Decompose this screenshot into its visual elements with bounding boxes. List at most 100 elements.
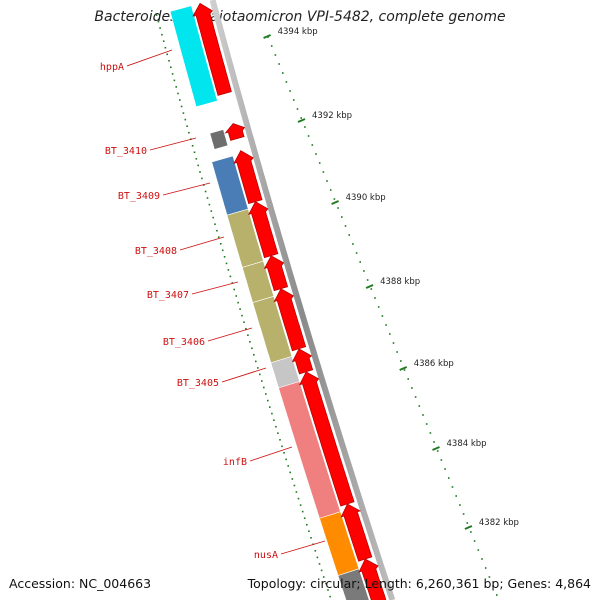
track-dot (311, 144, 314, 146)
track-dot (184, 118, 187, 121)
track-dot (407, 378, 409, 380)
track-dot (304, 126, 306, 128)
track-dot (263, 386, 265, 389)
track-dot (180, 105, 183, 108)
track-dot (270, 45, 273, 47)
track-dot (267, 399, 269, 402)
track-dot (206, 197, 209, 199)
track-dot (155, 14, 158, 16)
track-dot (414, 396, 417, 398)
track-dot (171, 73, 174, 75)
kbp-tick-mark (263, 34, 271, 39)
track-dot (348, 234, 350, 236)
track-dot (436, 450, 439, 452)
track-dot (186, 125, 188, 127)
label-leader-line (149, 137, 197, 151)
track-dot (201, 177, 203, 180)
track-dot (283, 452, 285, 454)
track-dot (470, 531, 472, 533)
track-dot (161, 33, 163, 36)
track-dot (229, 275, 232, 278)
label-leader-line (280, 540, 326, 555)
outer-dot-track (267, 36, 498, 596)
track-dot (191, 145, 194, 147)
track-dot (231, 282, 234, 284)
track-dot (297, 497, 300, 500)
track-dot (221, 249, 224, 252)
track-dot (225, 262, 228, 265)
track-dot (259, 373, 261, 376)
track-dot (287, 465, 289, 467)
strand-arrows (192, 2, 387, 600)
track-dot (322, 171, 325, 173)
track-dot (179, 99, 181, 101)
gene-label-hppa: hppA (100, 62, 124, 73)
track-dot (433, 441, 435, 443)
kbp-tick-mark (297, 118, 306, 123)
gene-feature-bt-3410 (209, 129, 229, 150)
kbp-tick-mark (432, 446, 440, 451)
track-dot (245, 327, 247, 330)
kbp-tick-mark (365, 284, 374, 289)
label-leader-line (126, 49, 173, 67)
track-dot (193, 151, 196, 154)
track-dot (451, 486, 454, 488)
track-dot (327, 589, 329, 591)
track-dot (481, 558, 483, 560)
track-dot (218, 236, 220, 238)
track-dot (157, 20, 160, 23)
track-dot (251, 347, 253, 350)
strand-arrow (248, 201, 279, 259)
kbp-tick-label: 4394 kbp (278, 27, 318, 37)
track-dot (277, 432, 279, 434)
track-dot (296, 108, 299, 110)
gene-features (169, 5, 370, 600)
gene-label-nusa: nusA (254, 550, 278, 561)
track-dot (285, 81, 288, 83)
track-dot (197, 164, 199, 167)
track-dot (188, 131, 190, 134)
kbp-tick-mark (464, 525, 473, 530)
track-dot (261, 380, 263, 382)
track-dot (459, 504, 461, 506)
kbp-tick-mark (399, 366, 408, 371)
gene-label-bt-3407: BT_3407 (147, 290, 189, 301)
track-dot (299, 504, 302, 506)
track-dot (422, 414, 424, 416)
track-dot (370, 288, 373, 290)
kbp-tick-label: 4390 kbp (346, 193, 386, 203)
strand-arrow (263, 255, 289, 292)
track-dot (237, 301, 239, 304)
track-dot (411, 387, 413, 389)
track-dot (173, 79, 176, 82)
track-dot (214, 223, 216, 225)
track-dot (381, 315, 384, 317)
strand-arrow (233, 150, 263, 205)
strand-arrow (291, 348, 314, 375)
track-dot (329, 189, 332, 191)
track-dot (352, 243, 354, 245)
kbp-tick-label: 4382 kbp (479, 518, 519, 528)
track-dot (492, 585, 494, 587)
track-dot (326, 180, 328, 182)
track-dot (337, 207, 339, 209)
track-dot (293, 484, 296, 487)
track-dot (400, 360, 402, 362)
track-dot (204, 190, 207, 193)
track-dot (166, 53, 168, 56)
track-dot (301, 510, 304, 513)
track-dot (300, 117, 302, 119)
track-dot (281, 445, 283, 448)
label-leader-line (179, 236, 225, 251)
track-dot (241, 314, 243, 317)
track-dot (329, 595, 331, 598)
track-dot (227, 269, 230, 271)
track-dot (182, 112, 185, 114)
strand-arrow (358, 558, 387, 600)
kbp-tick-mark (331, 200, 339, 205)
track-dot (175, 86, 177, 88)
track-dot (429, 432, 432, 434)
track-dot (389, 333, 391, 335)
strand-arrow (224, 123, 246, 141)
track-dot (403, 369, 406, 371)
